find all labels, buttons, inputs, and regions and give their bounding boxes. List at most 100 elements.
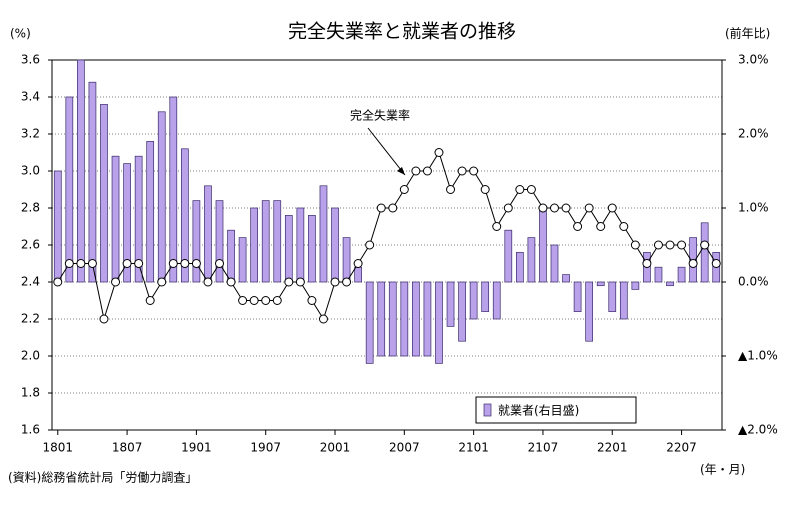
bar — [331, 207, 339, 283]
line-point — [215, 259, 224, 268]
bar — [596, 281, 605, 287]
line-point — [295, 277, 305, 287]
bar — [100, 104, 108, 283]
line-point — [226, 277, 236, 287]
bar — [192, 200, 201, 283]
annotation-arrow — [367, 127, 406, 176]
bar — [550, 244, 559, 283]
line-point — [630, 240, 640, 250]
line-point — [388, 203, 398, 213]
plot-frame — [51, 59, 723, 431]
bar — [446, 281, 455, 327]
line-annotation: 完全失業率 — [350, 108, 410, 123]
bar — [619, 281, 628, 320]
line-point — [284, 277, 294, 287]
y-tick-label: 2.6 — [21, 238, 40, 252]
x-tick-label: 1801 — [43, 441, 74, 455]
x-tick-label: 2201 — [597, 441, 628, 455]
bar — [527, 237, 536, 283]
y-tick-label: 3.2 — [21, 127, 40, 141]
line-point — [191, 259, 201, 268]
x-tick-label: 1907 — [250, 441, 281, 455]
y-tick-label: 1.6 — [21, 423, 40, 437]
bar — [412, 281, 420, 357]
line-point — [619, 222, 629, 231]
line-point — [665, 240, 675, 250]
bar — [515, 252, 524, 283]
line-point — [145, 296, 155, 305]
line-point — [307, 296, 317, 305]
bar — [296, 207, 305, 283]
line-point — [503, 203, 513, 213]
bar — [123, 163, 131, 283]
line-point — [446, 185, 456, 194]
bar — [146, 141, 155, 283]
y2-tick-label: 1.0% — [738, 201, 769, 215]
bar — [88, 81, 97, 283]
line-point — [411, 166, 421, 176]
line-point — [272, 296, 282, 305]
line-point — [573, 222, 583, 231]
line-point — [688, 259, 698, 268]
bar — [157, 111, 166, 283]
line-point — [53, 277, 63, 287]
line-point — [64, 259, 74, 268]
bar — [700, 222, 709, 283]
y-tick-label: 3.6 — [21, 53, 40, 67]
y2-tick-label: ▲2.0% — [738, 423, 778, 437]
line-point — [342, 277, 352, 287]
bar — [400, 281, 409, 357]
x-tick-label: 2101 — [458, 441, 489, 455]
x-tick-label: 1807 — [112, 441, 143, 455]
line-point — [677, 240, 687, 250]
line-point — [157, 277, 167, 287]
bar — [180, 148, 189, 283]
line-point — [526, 185, 536, 194]
bar — [654, 266, 663, 283]
line-point — [399, 185, 409, 194]
legend-swatch — [483, 403, 492, 417]
line-point — [480, 185, 490, 194]
y-axis-label: (%) — [10, 27, 31, 41]
bar — [65, 96, 74, 283]
line-point — [249, 296, 259, 305]
bar — [215, 200, 224, 283]
bar — [53, 170, 62, 283]
x-axis-label: (年・月) — [700, 463, 745, 477]
line-point — [122, 259, 132, 268]
y2-axis-label: (前年比) — [725, 26, 770, 41]
y2-tick-label: 3.0% — [738, 53, 769, 67]
x-tick-label: 2001 — [320, 441, 351, 455]
bar — [666, 281, 674, 287]
y-tick-label: 2.4 — [21, 275, 40, 289]
line-point — [711, 259, 721, 268]
bar — [562, 274, 570, 283]
line-point — [457, 166, 467, 176]
y-tick-label: 3.0 — [21, 164, 40, 178]
bar — [365, 281, 374, 364]
y2-tick-label: 0.0% — [738, 275, 769, 289]
bar — [458, 281, 466, 342]
bar — [631, 281, 640, 290]
bar — [492, 281, 501, 320]
y-tick-label: 2.2 — [21, 312, 40, 326]
bar — [608, 281, 617, 312]
line-point — [99, 314, 109, 324]
line-point — [365, 240, 375, 250]
bar — [238, 237, 247, 283]
line-point — [111, 277, 121, 287]
line-point — [203, 277, 213, 287]
bar — [677, 266, 686, 283]
x-tick-label: 1901 — [181, 441, 212, 455]
chart-title: 完全失業率と就業者の推移 — [288, 21, 516, 43]
bar — [573, 281, 582, 312]
line-point — [76, 259, 86, 268]
bar — [504, 229, 513, 283]
line-point — [607, 203, 617, 213]
bar — [227, 229, 235, 283]
bar — [388, 281, 397, 357]
bar — [204, 185, 212, 283]
line-point — [538, 203, 548, 213]
line-point — [434, 148, 444, 157]
